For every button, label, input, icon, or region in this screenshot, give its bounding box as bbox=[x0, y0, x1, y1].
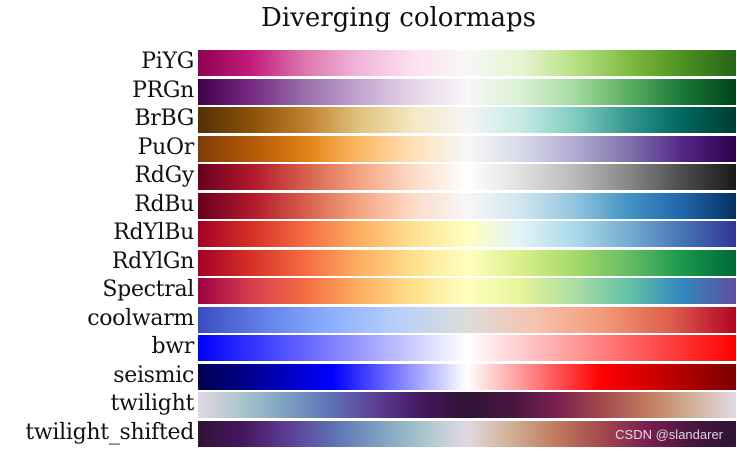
watermark: CSDN @slandarer bbox=[615, 427, 723, 442]
colormap-row: bwr bbox=[0, 334, 737, 361]
colormap-bar bbox=[198, 221, 736, 247]
colormap-row: RdYlBu bbox=[0, 220, 737, 247]
colormap-row: RdBu bbox=[0, 191, 737, 219]
colormap-row: Spectral bbox=[0, 277, 737, 304]
colormap-label: twilight bbox=[110, 391, 195, 416]
colormap-bar bbox=[198, 420, 736, 447]
colormap-row: RdYlGn bbox=[0, 248, 737, 276]
colormap-bar bbox=[198, 192, 736, 219]
colormap-row: PRGn bbox=[0, 77, 737, 105]
colormap-row: seismic bbox=[0, 362, 737, 390]
colormap-row: PuOr bbox=[0, 134, 737, 162]
colormap-row: twilight bbox=[0, 391, 737, 418]
chart-title: Diverging colormaps bbox=[260, 3, 537, 33]
colormap-bar bbox=[198, 164, 736, 190]
colormap-bar bbox=[198, 50, 736, 76]
colormap-label: RdGy bbox=[134, 163, 195, 188]
colormap-label: PiYG bbox=[141, 49, 194, 74]
colormap-bar bbox=[198, 363, 736, 390]
colormap-row: PiYG bbox=[0, 49, 737, 76]
colormap-bar bbox=[198, 78, 736, 105]
colormap-bar bbox=[198, 306, 736, 333]
colormap-bar bbox=[198, 135, 736, 162]
colormap-label: RdBu bbox=[134, 191, 194, 217]
colormap-label: twilight_shifted bbox=[25, 419, 194, 445]
colormap-row: BrBG bbox=[0, 106, 737, 133]
colormap-label: RdYlBu bbox=[113, 220, 194, 245]
colormap-label: coolwarm bbox=[87, 305, 194, 331]
colormap-label: Spectral bbox=[102, 277, 194, 302]
colormap-bar bbox=[198, 335, 736, 361]
colormap-row: coolwarm bbox=[0, 305, 737, 333]
colormap-label: PuOr bbox=[137, 134, 195, 160]
colormap-row: RdGy bbox=[0, 163, 737, 190]
colormap-bar bbox=[198, 278, 736, 304]
colormap-row: twilight_shifted bbox=[0, 419, 737, 447]
colormap-label: RdYlGn bbox=[111, 248, 194, 274]
colormap-bar bbox=[198, 392, 736, 418]
colormap-bar bbox=[198, 249, 736, 276]
colormap-label: BrBG bbox=[134, 106, 194, 131]
colormap-bar bbox=[198, 107, 736, 133]
colormap-label: PRGn bbox=[132, 77, 194, 103]
colormap-label: seismic bbox=[113, 362, 194, 388]
colormap-label: bwr bbox=[151, 334, 194, 359]
